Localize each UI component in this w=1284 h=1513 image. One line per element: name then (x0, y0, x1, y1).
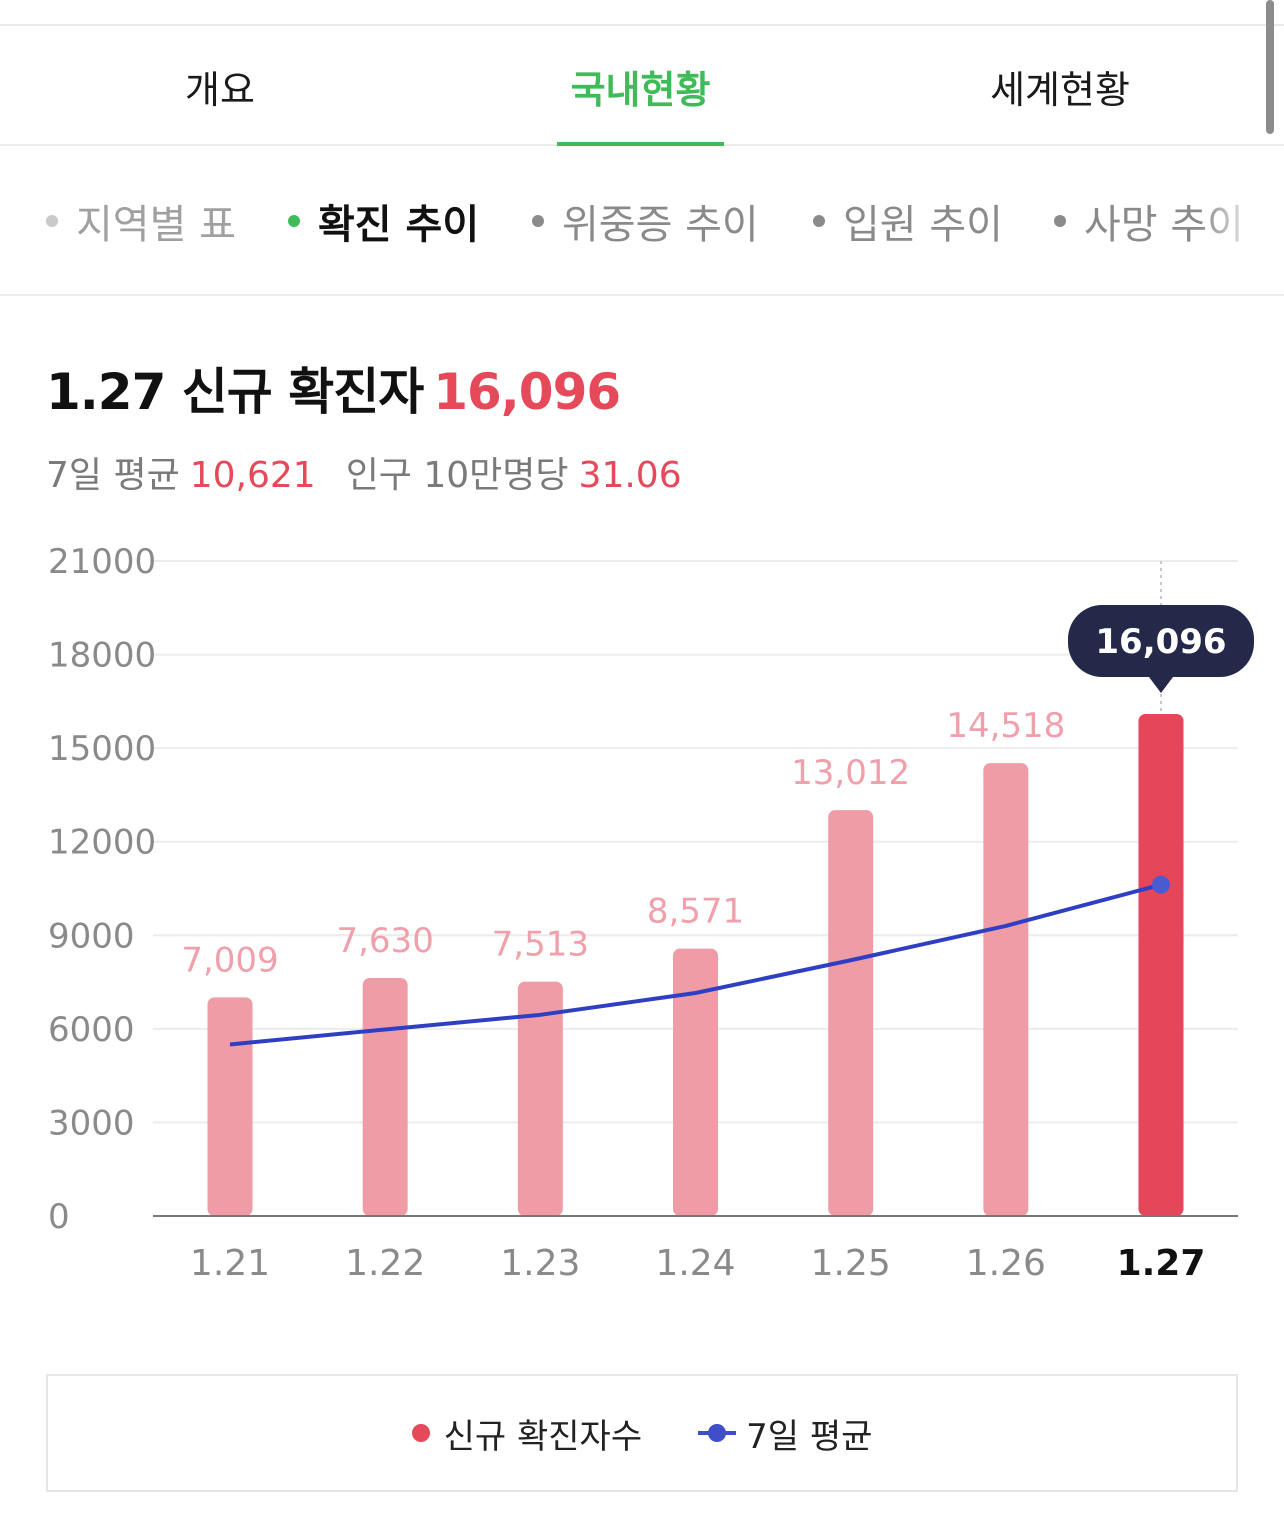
per-capita-value: 31.06 (578, 455, 682, 496)
subtab-label: 지역별 표 (76, 202, 236, 248)
summary-label: 신규 확진자 (181, 363, 424, 421)
legend-label: 신규 확진자수 (443, 1416, 643, 1457)
tab-world[interactable]: 세계현황 (990, 67, 1130, 112)
bullet-icon (532, 215, 544, 227)
y-tick-label: 9000 (48, 916, 135, 956)
bullet-icon (288, 215, 300, 227)
y-tick-label: 21000 (48, 542, 156, 582)
scrollbar[interactable] (1266, 0, 1274, 134)
bar (517, 981, 563, 1216)
tooltip-value: 16,096 (1095, 622, 1226, 662)
y-tick-label: 6000 (48, 1010, 135, 1050)
avg-series-line (229, 882, 1162, 1047)
bullet-icon (813, 215, 825, 227)
active-tab-indicator (557, 142, 724, 146)
y-tick-label: 18000 (48, 636, 156, 676)
chart-legend: 신규 확진자수 7일 평균 (46, 1374, 1238, 1492)
tab-domestic[interactable]: 국내현황 (570, 67, 711, 112)
legend-dot-icon (411, 1424, 430, 1442)
y-tick-label: 12000 (48, 823, 156, 863)
sub-tab-bar: 지역별 표 확진 추이 위중증 추이 입원 추이 사망 추이 (0, 148, 1284, 296)
bullet-icon (46, 215, 58, 227)
confirmed-cases-chart: 0 3000 6000 9000 12000 15000 18000 21000 7,009 1.… (48, 542, 1254, 1284)
subtab-label: 위중증 추이 (562, 202, 759, 248)
x-tick-label: 1.24 (655, 1243, 735, 1284)
y-tick-label: 3000 (48, 1103, 135, 1143)
bullet-icon (1054, 215, 1066, 227)
subtab-confirmed-trend[interactable]: 확진 추이 (288, 148, 479, 294)
subtab-hospitalized-trend[interactable]: 입원 추이 (813, 148, 1003, 294)
bar (828, 810, 874, 1216)
legend-label: 7일 평균 (746, 1416, 873, 1457)
bar-value-label: 7,009 (181, 940, 278, 980)
bar-value-label: 7,513 (492, 925, 589, 965)
legend-item-new-cases[interactable]: 신규 확진자수 (411, 1409, 643, 1458)
legend-line-icon (698, 1424, 737, 1442)
avg-label: 7일 평균 (46, 455, 180, 496)
bar (983, 763, 1029, 1216)
bar-value-label: 13,012 (791, 753, 910, 793)
bar (1138, 713, 1184, 1216)
subtab-critical-trend[interactable]: 위중증 추이 (532, 148, 759, 294)
subtab-label: 확진 추이 (318, 202, 480, 248)
summary-headline: 1.27 신규 확진자 16,096 (46, 352, 621, 422)
x-tick-label: 1.22 (345, 1243, 425, 1284)
bar (673, 948, 718, 1216)
subtab-region-table[interactable]: 지역별 표 (46, 148, 236, 294)
x-tick-label: 1.26 (966, 1243, 1046, 1284)
summary-date: 1.27 (46, 363, 166, 421)
x-tick-label: 1.21 (190, 1243, 270, 1284)
subtab-label: 입원 추이 (843, 202, 1003, 248)
per-capita-label: 인구 10만명당 (345, 455, 569, 496)
bar (207, 997, 253, 1216)
bar-value-label: 14,518 (946, 706, 1065, 746)
x-tick-label: 1.23 (500, 1243, 580, 1284)
avg-point (1152, 875, 1170, 894)
summary-value: 16,096 (433, 363, 621, 421)
legend-item-7day-avg[interactable]: 7일 평균 (698, 1409, 872, 1458)
tooltip-pointer (1149, 677, 1173, 693)
bar (362, 978, 408, 1216)
top-divider (0, 24, 1284, 26)
bar-value-label: 8,571 (647, 892, 744, 932)
summary-subline: 7일 평균 10,621 인구 10만명당 31.06 (46, 446, 712, 496)
tab-overview[interactable]: 개요 (185, 67, 255, 112)
scroll-fade (1200, 148, 1284, 294)
x-tick-label: 1.25 (811, 1243, 891, 1284)
y-tick-label: 0 (48, 1197, 70, 1237)
main-tab-bar: 개요 국내현황 세계현황 (0, 26, 1284, 146)
avg-value: 10,621 (189, 455, 316, 496)
tooltip-bubble (1068, 605, 1254, 677)
x-tick-label: 1.27 (1117, 1243, 1206, 1284)
bar-value-label: 7,630 (336, 921, 433, 961)
y-tick-label: 15000 (48, 729, 156, 769)
